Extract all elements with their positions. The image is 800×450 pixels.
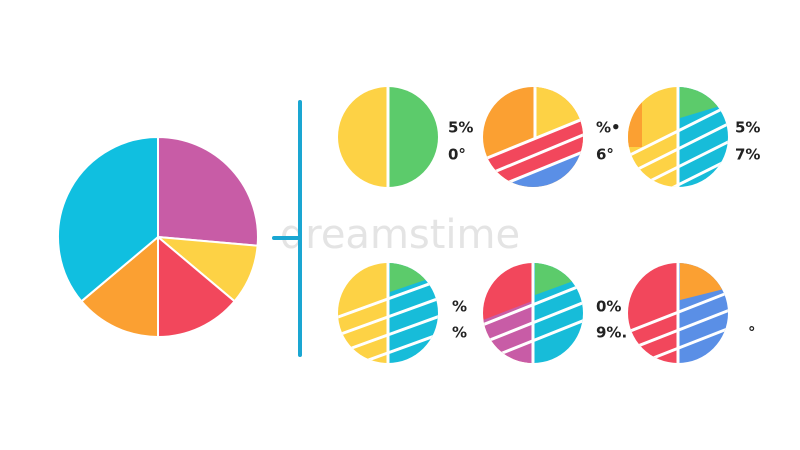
- connector: [272, 100, 302, 357]
- pie-6: [628, 263, 728, 363]
- pie-1: [338, 87, 438, 187]
- pie-label: 5%: [735, 119, 760, 137]
- pie-label: °: [748, 324, 756, 342]
- watermark: dreamstime: [280, 212, 520, 258]
- pie-label: %: [452, 298, 467, 316]
- pie-3: [628, 87, 728, 187]
- pie-label: 9%.: [596, 324, 627, 342]
- pie-label: 7%: [735, 146, 760, 164]
- pie-label: %•: [596, 119, 621, 137]
- main-pie: [57, 135, 259, 339]
- pie-5: [483, 263, 583, 363]
- pie-4: [338, 263, 438, 363]
- pie-label: 0%: [596, 298, 621, 316]
- pie-label: %: [452, 324, 467, 342]
- pie-2: [483, 87, 583, 187]
- pie-label: 0°: [448, 146, 466, 164]
- pie-label: 6°: [596, 146, 614, 164]
- pie-label: 5%: [448, 119, 473, 137]
